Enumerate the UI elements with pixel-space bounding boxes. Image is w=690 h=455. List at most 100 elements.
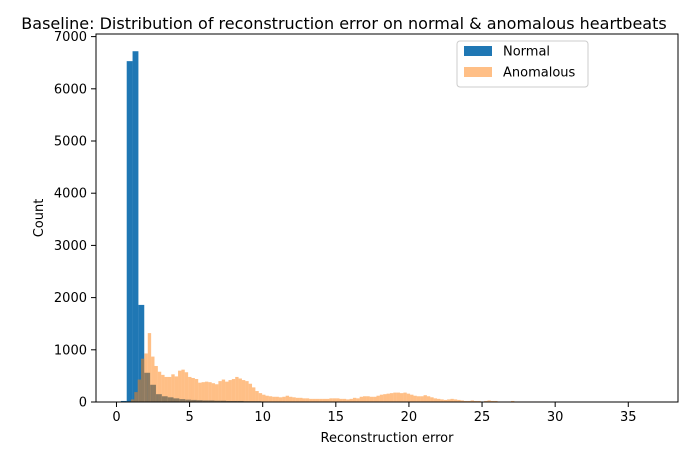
y-axis: 0 1000 2000 3000 4000 5000 6000 7000 [54, 30, 96, 411]
x-tick-label: 20 [401, 410, 418, 425]
histogram-bar [379, 394, 384, 402]
histogram-bar [208, 382, 212, 402]
histogram-bar [366, 396, 370, 402]
y-tick-label: 3000 [54, 239, 87, 254]
legend-label-normal: Normal [503, 45, 550, 60]
histogram-bar [289, 396, 293, 402]
histogram-bar [440, 399, 444, 402]
histogram-bar [282, 396, 286, 402]
legend: Normal Anomalous [456, 40, 589, 88]
histogram-bar [184, 372, 189, 402]
histogram-bar [349, 398, 353, 402]
legend-swatch-normal [464, 46, 492, 56]
histogram-bar [181, 369, 185, 402]
histogram-bar [285, 395, 290, 402]
histogram-bar [228, 380, 232, 402]
series-normal [120, 51, 472, 402]
histogram-bar [191, 377, 195, 402]
histogram-bar [511, 400, 515, 402]
x-axis: 0 5 10 15 20 25 30 35 [112, 402, 637, 425]
histogram-bar [315, 398, 320, 402]
histogram-bar [386, 393, 390, 402]
histogram-bar [265, 395, 269, 402]
histogram-bar [396, 392, 401, 402]
x-tick-label: 10 [254, 410, 271, 425]
histogram-bar [484, 400, 488, 402]
histogram-bar [235, 376, 239, 402]
histogram-bar [198, 382, 202, 402]
histogram-bar [416, 396, 421, 402]
histogram-bar [336, 398, 340, 402]
histogram-bar [426, 396, 431, 402]
histogram-bar [447, 399, 451, 402]
histogram-bar [467, 400, 471, 402]
histogram-bar [413, 395, 417, 402]
histogram-bar [363, 396, 367, 402]
histogram-bar [241, 380, 246, 402]
histogram-bar [433, 398, 438, 402]
histogram-bar [258, 393, 263, 402]
histogram-bar [268, 396, 273, 402]
histogram-bar [132, 51, 139, 402]
histogram-bar [463, 400, 468, 402]
histogram-bar [332, 398, 337, 402]
histogram-bar [420, 396, 424, 402]
histogram-bar [453, 399, 458, 402]
y-tick-label: 4000 [54, 187, 87, 202]
histogram-bar [322, 398, 327, 402]
histogram-bar [138, 304, 145, 402]
histogram-bar [154, 365, 158, 402]
histogram-bar [262, 394, 266, 402]
histogram-bar [403, 392, 407, 402]
histogram-bar [185, 399, 192, 402]
y-tick-label: 7000 [54, 30, 87, 45]
histogram-bar [178, 370, 182, 402]
histogram-bar [460, 400, 464, 402]
x-tick-label: 15 [328, 410, 345, 425]
histogram-bar [238, 378, 242, 402]
histogram-bar [406, 393, 411, 402]
histogram-bar [477, 400, 481, 402]
histogram-bar [373, 396, 377, 402]
bars-layer [120, 51, 575, 402]
histogram-bar [329, 398, 333, 402]
histogram-bar [218, 381, 222, 402]
histogram-bar [120, 400, 127, 402]
series-anomalous [127, 333, 575, 402]
y-tick-label: 5000 [54, 135, 87, 150]
histogram-bar [167, 376, 172, 402]
histogram-bar [443, 399, 448, 402]
histogram-bar [255, 391, 259, 402]
histogram-bar [137, 379, 142, 402]
histogram-bar [157, 371, 162, 402]
histogram-bar [400, 393, 404, 402]
histogram-bar [389, 393, 394, 402]
histogram-bar [171, 374, 175, 402]
histogram-bar [383, 394, 387, 402]
histogram-bar [474, 400, 478, 402]
histogram-bar [339, 398, 343, 402]
histogram-bar [147, 333, 152, 402]
histogram-bar [309, 398, 313, 402]
x-tick-label: 35 [620, 410, 637, 425]
histogram-bar [194, 379, 199, 402]
y-tick-label: 1000 [54, 343, 87, 358]
histogram-bar [134, 392, 138, 402]
histogram-bar [275, 396, 279, 402]
histogram-bar [141, 358, 145, 402]
x-tick-label: 25 [474, 410, 491, 425]
histogram-bar [346, 399, 350, 402]
histogram-bar [490, 400, 495, 402]
histogram-bar [356, 398, 360, 402]
legend-swatch-anomalous [464, 67, 492, 77]
y-tick-label: 2000 [54, 291, 87, 306]
histogram-bar [457, 399, 461, 402]
histogram-bar [126, 61, 133, 402]
histogram-bar [245, 381, 249, 402]
histogram-bar [144, 353, 148, 402]
histogram-bar [302, 398, 306, 402]
chart-title: Baseline: Distribution of reconstruction… [21, 14, 666, 33]
histogram-bar [342, 398, 347, 402]
histogram-bar [252, 387, 256, 402]
